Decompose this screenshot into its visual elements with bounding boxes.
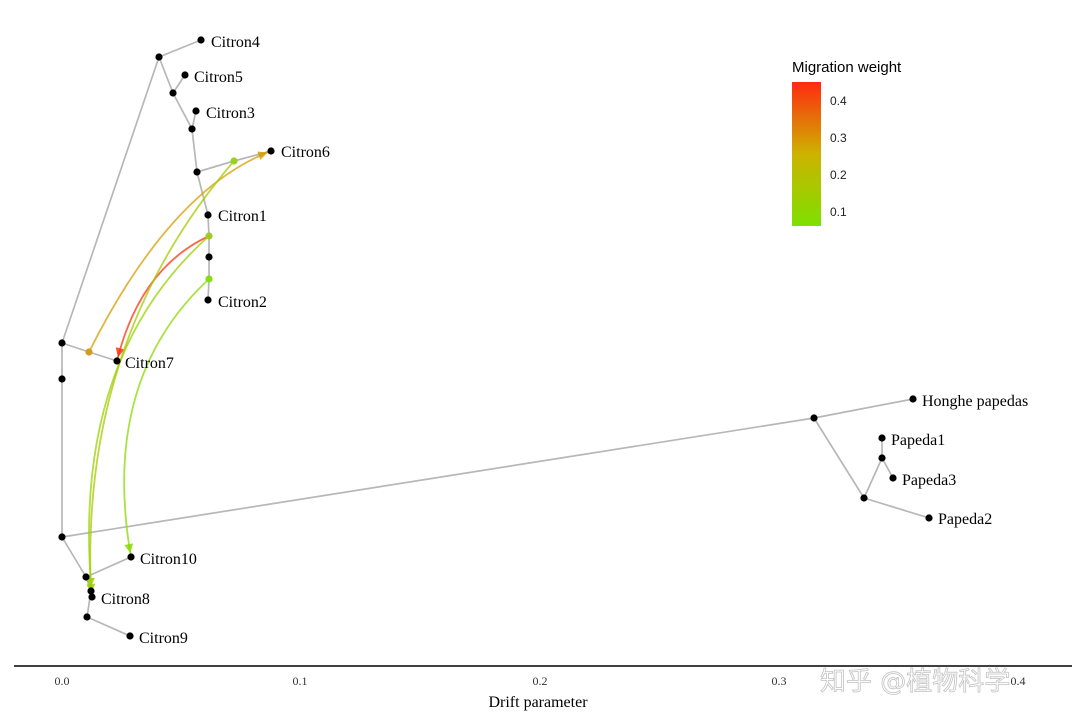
node-n_c1b <box>205 253 213 261</box>
tree-edge-root-n_c8 <box>61 536 87 578</box>
leaf-label-citron10: Citron10 <box>140 551 197 568</box>
tree-edge-rB-c4top <box>61 56 160 344</box>
tree-edge-n_c5-n_c3 <box>172 92 193 130</box>
migration-edge-n_c1a-citron8 <box>88 235 210 598</box>
tree-edge-n_pap13-papeda3 <box>881 457 894 479</box>
x-axis-title: Drift parameter <box>488 694 588 711</box>
tree-edge-n_c6-n_c6a <box>196 160 235 173</box>
tree-edge-n_c9-citron9 <box>86 616 131 637</box>
leaf-label-papeda1: Papeda1 <box>891 432 945 449</box>
tree-edge-c4top-citron4 <box>158 39 202 58</box>
tree-edge-n_c5-citron5 <box>172 74 186 94</box>
node-citron10 <box>127 553 135 561</box>
leaf-label-papeda3: Papeda3 <box>902 472 956 489</box>
node-citron3 <box>192 107 200 115</box>
tree-edge-n_c7a-citron7 <box>88 351 118 362</box>
tree-edge-root-papRoot <box>61 417 815 538</box>
migration-edge-n_c7a-citron6 <box>88 150 272 353</box>
tree-edge-n_pap2-papeda2 <box>863 497 930 519</box>
legend-tick-0: 0.4 <box>830 94 847 108</box>
tree-edge-n_c8-citron10 <box>85 556 132 578</box>
leaf-label-citron2: Citron2 <box>218 294 267 311</box>
node-n_c7a <box>85 348 93 356</box>
migration-weight-legend: Migration weight 0.4 0.3 0.2 0.1 <box>792 59 902 226</box>
node-n_c2a <box>205 275 213 283</box>
tree-edge-c4top-n_c5 <box>158 56 174 94</box>
tree-edge-papRoot-honghe <box>813 398 914 419</box>
leaf-label-citron9: Citron9 <box>139 630 188 647</box>
node-honghe <box>909 395 917 403</box>
node-citron2 <box>204 296 212 304</box>
tree-edge-rB-n_c7a <box>61 342 90 353</box>
migration-edge-n_c1a-citron7 <box>116 235 210 362</box>
leaf-label-citron4: Citron4 <box>211 34 260 51</box>
node-n_c8 <box>82 573 90 581</box>
node-n_c6a <box>230 157 238 165</box>
leaf-label-honghe-papedas: Honghe papedas <box>922 393 1028 410</box>
node-citron4 <box>197 36 205 44</box>
tree-edge-papRoot-n_pap2 <box>813 417 865 499</box>
leaf-label-citron5: Citron5 <box>194 69 243 86</box>
migration-arrowhead-4 <box>124 543 134 554</box>
x-tick-3: 0.3 <box>772 674 787 688</box>
leaf-label-citron7: Citron7 <box>125 355 174 372</box>
node-n_c3 <box>188 125 196 133</box>
node-n_c8a <box>87 587 95 595</box>
migration-arrowhead-0 <box>115 347 125 358</box>
legend-tick-2: 0.2 <box>830 168 847 182</box>
watermark: 知乎 @植物科学 <box>820 667 1010 697</box>
legend-tick-3: 0.1 <box>830 205 847 219</box>
node-rB <box>58 339 66 347</box>
node-papeda1 <box>878 434 886 442</box>
node-citron8 <box>88 593 96 601</box>
node-n_c5 <box>169 89 177 97</box>
leaf-labels: Citron4 Citron5 Citron3 Citron6 Citron1 … <box>101 34 1028 647</box>
x-tick-0: 0.0 <box>55 674 70 688</box>
migration-edge-n_c6a-n_c8a <box>89 160 235 592</box>
node-n_c1a <box>205 232 213 240</box>
leaf-label-citron8: Citron8 <box>101 591 150 608</box>
node-papeda3 <box>889 474 897 482</box>
x-tick-4: 0.4 <box>1011 674 1026 688</box>
node-rA <box>58 375 66 383</box>
node-n_c9 <box>83 613 91 621</box>
node-n_pap2 <box>860 494 868 502</box>
leaf-label-citron3: Citron3 <box>206 105 255 122</box>
x-tick-2: 0.2 <box>533 674 548 688</box>
leaf-label-citron6: Citron6 <box>281 144 330 161</box>
x-tick-1: 0.1 <box>293 674 308 688</box>
node-citron1 <box>204 211 212 219</box>
legend-color-bar <box>792 82 821 226</box>
x-axis: 0.0 0.1 0.2 0.3 0.4 Drift parameter <box>14 665 1072 711</box>
tree-edge-n_c3-n_c6 <box>191 128 198 173</box>
leaf-label-citron1: Citron1 <box>218 208 267 225</box>
migration-arrowhead-1 <box>257 151 268 160</box>
node-papeda2 <box>925 514 933 522</box>
node-root <box>58 533 66 541</box>
node-c4top <box>155 53 163 61</box>
migration-edge-n_c2a-citron10 <box>123 278 210 558</box>
legend-tick-1: 0.3 <box>830 131 847 145</box>
node-citron9 <box>126 632 134 640</box>
node-n_pap13 <box>878 454 886 462</box>
tree-edge-n_pap2-n_pap13 <box>863 457 883 499</box>
node-citron6 <box>267 147 275 155</box>
tree-nodes <box>58 36 933 640</box>
node-citron7 <box>113 357 121 365</box>
legend-title: Migration weight <box>792 59 902 76</box>
node-citron5 <box>181 71 189 79</box>
node-n_c6 <box>193 168 201 176</box>
leaf-label-papeda2: Papeda2 <box>938 511 992 528</box>
node-papRoot <box>810 414 818 422</box>
